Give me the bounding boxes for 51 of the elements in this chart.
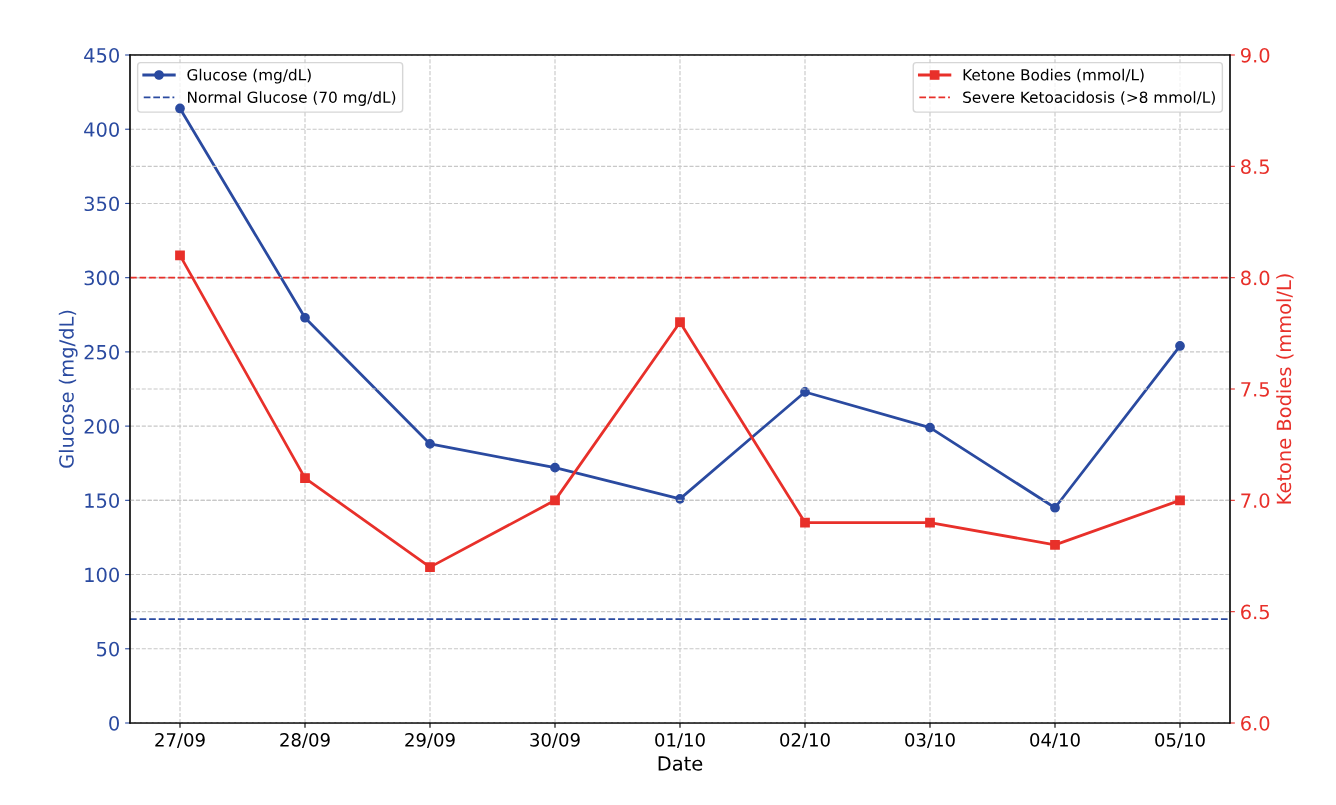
y-tick-label: 200 bbox=[84, 419, 119, 434]
x-axis-title: Date bbox=[658, 756, 703, 771]
point bbox=[550, 495, 560, 506]
y2-tick-label: 7.0 bbox=[1241, 493, 1270, 508]
legend-label: Severe Ketoacidosis (>8 mmol/L) bbox=[963, 91, 1215, 105]
y2-tick-label: 6.5 bbox=[1241, 604, 1269, 620]
x-tick-label: 03/10 bbox=[905, 733, 955, 749]
x-tick-label: 28/09 bbox=[280, 733, 330, 749]
y2-tick-label: 6.0 bbox=[1241, 715, 1270, 731]
x-tick-label: 01/10 bbox=[655, 733, 705, 749]
point bbox=[300, 312, 310, 323]
point bbox=[175, 250, 185, 261]
x-tick-label: 27/09 bbox=[155, 733, 205, 749]
y2-tick-label: 9.0 bbox=[1240, 47, 1270, 63]
point bbox=[800, 517, 810, 528]
point bbox=[300, 473, 310, 483]
y-axis-title: Glucose (mg/dL) bbox=[58, 310, 78, 468]
point bbox=[1175, 341, 1185, 351]
point bbox=[175, 103, 185, 114]
y2-axis-title: Ketone Bodies (mmol/L) bbox=[1276, 274, 1294, 504]
y2-tick-label: 7.5 bbox=[1241, 382, 1269, 397]
point bbox=[1175, 495, 1185, 506]
x-tick-label: 04/10 bbox=[1030, 733, 1080, 749]
point bbox=[1050, 502, 1060, 513]
x-tick-label: 05/10 bbox=[1155, 733, 1205, 749]
y-tick-label: 300 bbox=[84, 270, 119, 286]
legend-label: Glucose (mg/dL) bbox=[187, 68, 311, 84]
point bbox=[1050, 540, 1060, 550]
point bbox=[425, 439, 435, 449]
x-tick-label: 29/09 bbox=[405, 733, 455, 749]
x-tick-label: 30/09 bbox=[530, 733, 580, 749]
point bbox=[550, 462, 560, 473]
y-tick-label: 400 bbox=[84, 122, 119, 137]
point bbox=[800, 387, 810, 397]
legend-label: Normal Glucose (70 mg/dL) bbox=[188, 91, 396, 106]
y-tick-label: 450 bbox=[84, 47, 119, 63]
legend-label: Ketone Bodies (mmol/L) bbox=[963, 68, 1144, 83]
point bbox=[675, 317, 685, 328]
y-tick-label: 100 bbox=[85, 567, 119, 583]
y-tick-label: 250 bbox=[84, 344, 119, 360]
point bbox=[925, 517, 935, 528]
y-tick-label: 0 bbox=[109, 715, 119, 731]
point bbox=[925, 422, 935, 433]
y-tick-label: 350 bbox=[84, 196, 119, 212]
x-tick-label: 02/10 bbox=[780, 733, 830, 749]
y-tick-label: 150 bbox=[85, 493, 119, 508]
point bbox=[425, 562, 435, 572]
y2-tick-label: 8.5 bbox=[1241, 159, 1269, 174]
y-tick-label: 50 bbox=[97, 641, 119, 657]
y2-tick-label: 8.0 bbox=[1241, 270, 1270, 286]
point bbox=[675, 493, 685, 504]
